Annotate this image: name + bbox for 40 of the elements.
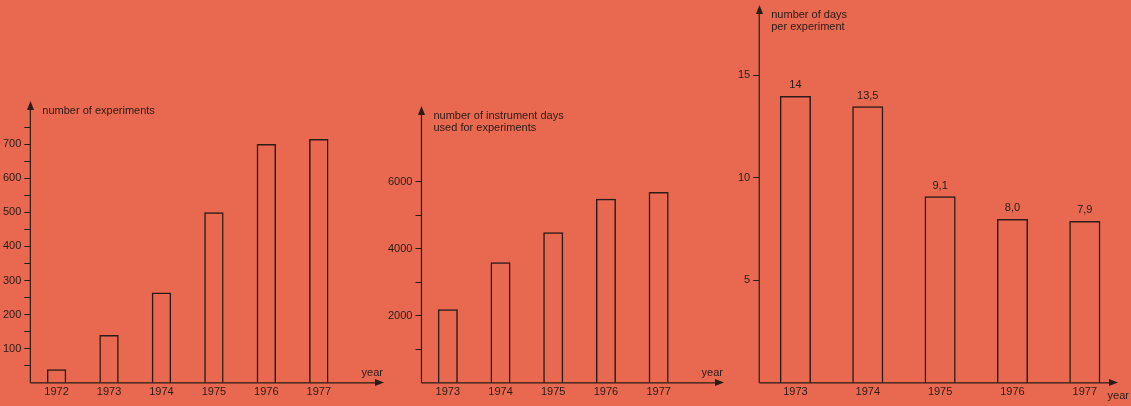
y-tick-label: 600 (2, 171, 22, 184)
x-axis-title: year (701, 366, 724, 379)
x-tick-label: 1976 (1000, 385, 1025, 398)
y-tick-label: 300 (2, 273, 22, 286)
x-tick-label: 1974 (149, 385, 174, 398)
x-tick-label: 1972 (44, 385, 69, 398)
x-tick-label: 1975 (540, 385, 566, 398)
y-tick-label: 700 (2, 137, 22, 150)
x-tick-label: 1973 (435, 385, 461, 398)
data-label: 9,1 (932, 178, 948, 191)
x-tick-label: 1974 (855, 385, 881, 398)
y-axis-title: number of days per experiment (771, 7, 848, 32)
x-tick-label: 1974 (488, 385, 513, 398)
y-tick-label: 200 (2, 307, 22, 320)
x-tick-label: 1976 (593, 385, 619, 398)
x-axis-title: year (1107, 389, 1130, 402)
data-label: 13,5 (857, 88, 879, 101)
x-tick-label: 1973 (783, 385, 808, 398)
y-tick-label: 5 (744, 273, 751, 286)
y-tick-label: 6000 (387, 174, 413, 187)
y-axis-title: number of instrument days used for experiments (433, 108, 565, 133)
data-label: 14 (789, 78, 802, 91)
data-label: 8,0 (1004, 201, 1021, 214)
y-tick-label: 4000 (387, 241, 413, 254)
y-tick-label: 2000 (387, 308, 413, 321)
x-tick-label: 1977 (646, 385, 671, 398)
y-tick-label: 400 (2, 239, 22, 252)
y-tick-label: 15 (737, 68, 751, 81)
x-tick-label: 1975 (927, 385, 953, 398)
y-tick-label: 100 (2, 341, 22, 354)
x-tick-label: 1975 (201, 385, 227, 398)
x-tick-label: 1973 (96, 385, 122, 398)
data-label: 7,9 (1077, 203, 1093, 216)
y-tick-label: 500 (2, 205, 22, 218)
x-axis-title: year (361, 366, 384, 379)
x-tick-label: 1977 (1072, 385, 1098, 398)
x-tick-label: 1976 (254, 385, 279, 398)
y-axis-title: number of experiments (42, 103, 156, 116)
y-tick-label: 10 (737, 170, 751, 183)
x-tick-label: 1977 (306, 385, 332, 398)
